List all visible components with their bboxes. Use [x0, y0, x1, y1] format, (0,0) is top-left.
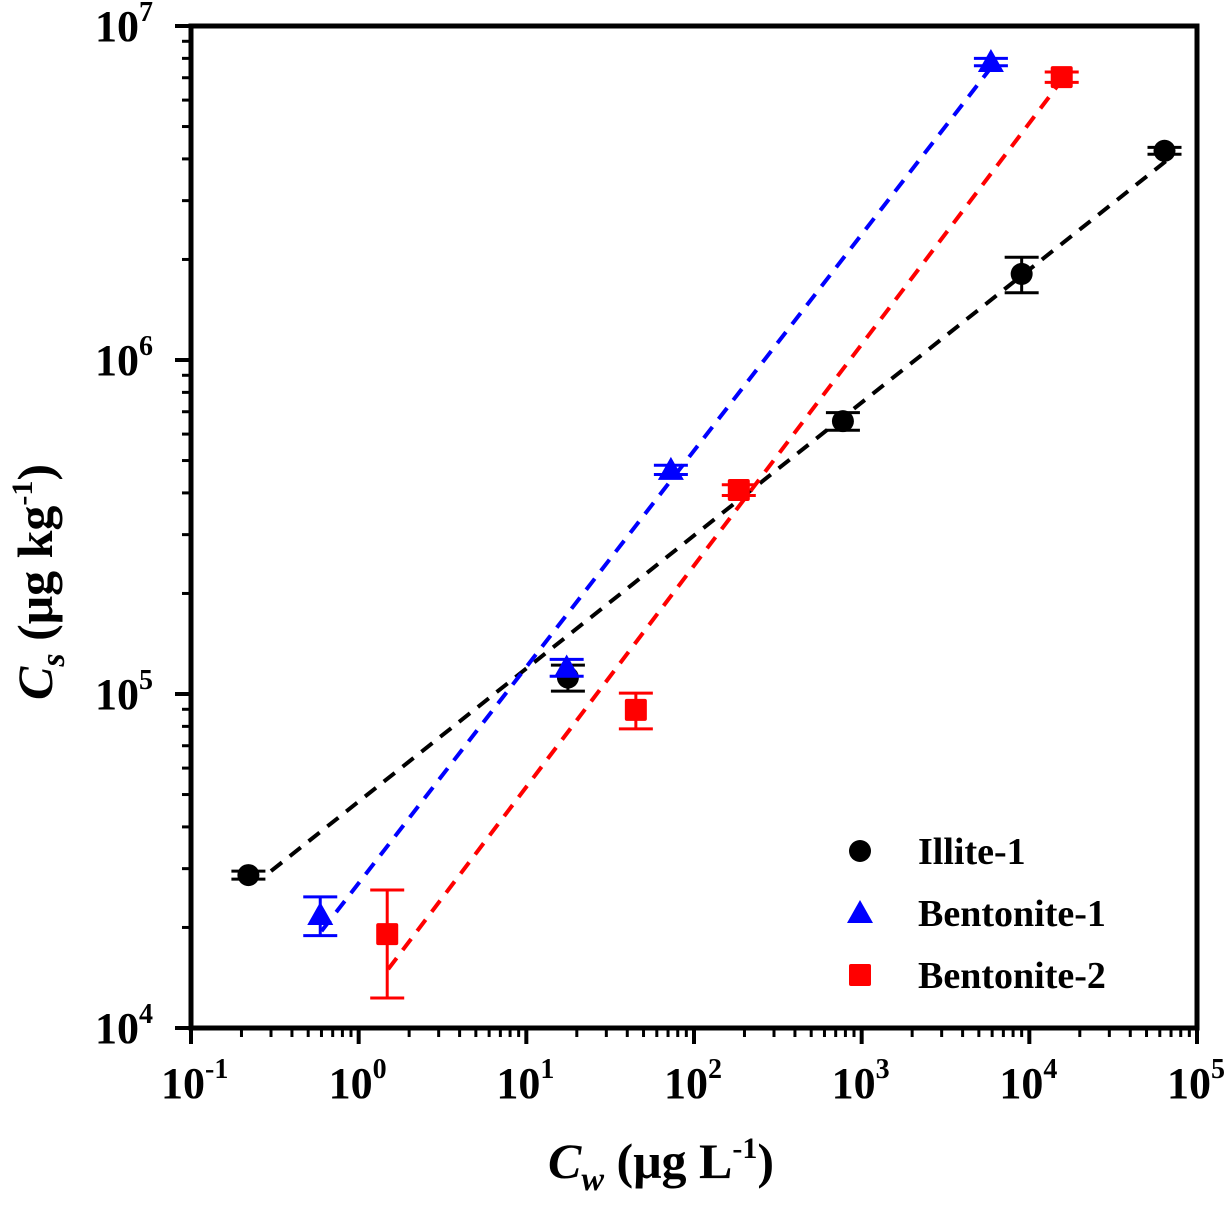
x-tick-label: 103 — [832, 1054, 890, 1108]
plot-frame — [188, 23, 1200, 1031]
x-tick-label: 100 — [329, 1054, 387, 1108]
y-axis-title: Cs (μg kg-1) — [6, 464, 72, 700]
legend-label: Bentonite-1 — [918, 893, 1106, 935]
x-tick-label: 104 — [999, 1054, 1057, 1108]
triangle-marker — [847, 900, 873, 923]
data-point-illite-1 — [1004, 255, 1039, 295]
circle-marker — [237, 864, 260, 887]
triangle-marker — [977, 49, 1004, 73]
circle-marker — [849, 840, 871, 862]
fit-lines — [269, 66, 1173, 971]
fit-line-bentonite-2 — [386, 82, 1061, 971]
y-tick-label: 105 — [95, 665, 153, 719]
data-point-illite-1 — [231, 864, 266, 887]
data-point-illite-1 — [1147, 139, 1182, 162]
circle-marker — [1153, 139, 1176, 162]
x-axis-title: Cw (μg L-1) — [548, 1132, 774, 1198]
legend-label: Illite-1 — [918, 831, 1026, 873]
data-points — [231, 49, 1182, 1000]
legend-item-bentonite-1: Bentonite-1 — [847, 893, 1106, 935]
fit-line-bentonite-1 — [319, 66, 993, 933]
triangle-marker — [553, 654, 580, 678]
data-point-bentonite-2 — [1044, 66, 1079, 89]
legend: Illite-1 Bentonite-1 Bentonite-2 — [847, 831, 1106, 997]
x-tick-label: 102 — [664, 1054, 722, 1108]
data-point-bentonite-1 — [973, 49, 1008, 73]
fit-line-illite-1 — [269, 155, 1173, 873]
triangle-marker — [307, 901, 334, 925]
y-tick-label: 104 — [95, 999, 153, 1053]
data-point-bentonite-2 — [618, 691, 653, 731]
legend-item-illite-1: Illite-1 — [849, 831, 1026, 873]
square-marker — [624, 698, 647, 721]
triangle-marker — [657, 456, 684, 480]
data-point-bentonite-2 — [721, 479, 756, 502]
x-axis-ticks: 10-1 100 101 102 103 104 105 — [161, 1028, 1225, 1108]
plot-border — [188, 23, 1200, 1031]
square-marker — [727, 479, 750, 502]
data-point-bentonite-1 — [549, 654, 584, 678]
x-tick-label: 10-1 — [161, 1054, 228, 1108]
y-tick-label: 107 — [95, 0, 153, 51]
x-tick-label: 101 — [496, 1054, 554, 1108]
square-marker — [849, 964, 871, 986]
y-tick-label: 106 — [95, 331, 153, 385]
square-marker — [376, 923, 399, 946]
circle-marker — [831, 410, 854, 433]
data-point-bentonite-1 — [653, 456, 688, 480]
y-axis-ticks: 104 105 106 107 — [95, 0, 191, 1053]
circle-marker — [1010, 262, 1033, 285]
data-point-bentonite-1 — [303, 895, 338, 938]
data-point-bentonite-2 — [370, 888, 405, 1000]
square-marker — [1050, 66, 1073, 89]
data-point-illite-1 — [825, 410, 860, 433]
legend-item-bentonite-2: Bentonite-2 — [849, 955, 1106, 997]
legend-label: Bentonite-2 — [918, 955, 1106, 997]
x-tick-label: 105 — [1167, 1054, 1225, 1108]
